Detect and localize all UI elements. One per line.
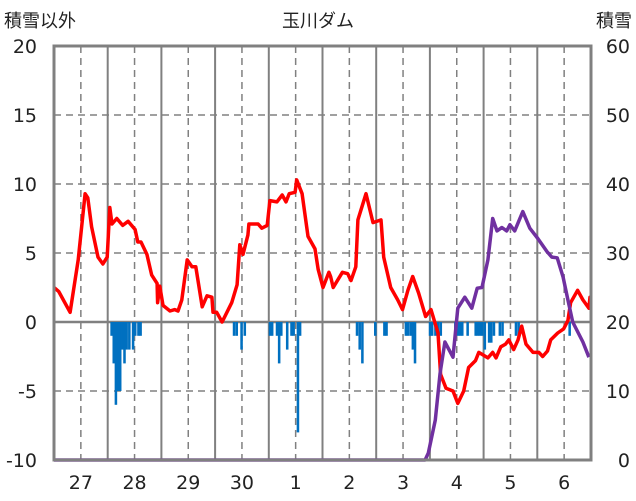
plot-frame xyxy=(52,44,593,462)
precipitation-bar xyxy=(131,322,135,350)
series-lines xyxy=(52,178,592,462)
precipitation-bar xyxy=(240,322,243,350)
precipitation-bar xyxy=(430,322,434,336)
y-tick-left: 15 xyxy=(13,105,37,127)
x-tick-label: 30 xyxy=(230,472,254,494)
precipitation-bar xyxy=(413,322,417,364)
precipitation-bar xyxy=(404,322,408,336)
snow_depth-line xyxy=(54,209,591,462)
precipitation-bar xyxy=(498,322,502,336)
precipitation-bar xyxy=(568,322,571,336)
precipitation-bar xyxy=(428,322,432,336)
x-tick-label: 3 xyxy=(397,472,409,494)
precipitation-bar xyxy=(116,322,120,391)
precipitation-bar xyxy=(268,322,272,336)
precipitation-bar xyxy=(139,322,142,336)
precipitation-bar xyxy=(112,322,116,364)
precipitation-bar xyxy=(125,322,128,350)
y-tick-left: -10 xyxy=(6,450,37,472)
precipitation-bar xyxy=(232,322,236,336)
precipitation-bar xyxy=(358,322,361,350)
precipitation-bar xyxy=(458,322,462,336)
precipitation-bar xyxy=(487,322,491,343)
y-tick-right: 50 xyxy=(606,105,630,127)
precipitation-bar xyxy=(476,322,480,336)
precipitation-bar xyxy=(114,322,118,405)
y-tick-left: 10 xyxy=(13,174,37,196)
precipitation-bar xyxy=(292,322,295,336)
precipitation-bar xyxy=(123,322,126,364)
precipitation-bar xyxy=(355,322,359,336)
x-tick-label: 28 xyxy=(122,472,146,494)
precipitation-bar xyxy=(456,322,460,336)
x-tick-label: 4 xyxy=(451,472,463,494)
x-tick-label: 1 xyxy=(290,472,302,494)
precipitation-bar xyxy=(128,322,131,350)
x-tick-label: 5 xyxy=(504,472,516,494)
y-tick-left: -5 xyxy=(18,381,37,403)
precipitation-bar xyxy=(243,322,247,336)
precipitation-bar xyxy=(121,322,124,350)
temperature-line xyxy=(52,178,592,406)
precipitation-bar xyxy=(285,322,289,350)
precipitation-bar xyxy=(133,322,137,336)
precipitation-bar xyxy=(492,322,496,336)
y-tick-right: 0 xyxy=(618,450,630,472)
left-axis-title: 積雪以外 xyxy=(4,11,76,32)
precipitation-bar xyxy=(110,322,113,336)
chart-title: 玉川ダム xyxy=(282,11,354,32)
precipitation-bar xyxy=(280,322,283,336)
precipitation-bar xyxy=(118,322,122,391)
precipitation-bar xyxy=(489,322,493,343)
precipitation-bar xyxy=(439,322,443,336)
precipitation-bar xyxy=(409,322,412,336)
precipitation-bar xyxy=(296,322,300,433)
y-tick-right: 30 xyxy=(606,243,630,265)
x-tick-label: 27 xyxy=(69,472,93,494)
precipitation-bar xyxy=(385,322,388,336)
precipitation-bar xyxy=(461,322,464,336)
precipitation-bar xyxy=(466,322,469,336)
precipitation-bar xyxy=(517,322,520,336)
precipitation-bar xyxy=(290,322,293,336)
precipitation-bar xyxy=(137,322,140,336)
precipitation-bar xyxy=(235,322,238,336)
y-axis-left-ticks: 20 15 10 5 0 -5 -10 xyxy=(6,36,37,472)
y-axis-right-ticks: 60 50 40 30 20 10 0 xyxy=(606,36,630,472)
precipitation-bar xyxy=(483,322,487,350)
y-tick-left: 20 xyxy=(13,36,37,58)
precipitation-bar xyxy=(514,322,518,336)
precipitation-bar xyxy=(406,322,410,336)
y-tick-right: 10 xyxy=(606,381,630,403)
precipitation-bar xyxy=(501,322,504,336)
y-tick-right: 60 xyxy=(606,36,630,58)
precipitation-bars xyxy=(110,322,571,433)
x-tick-label: 2 xyxy=(343,472,355,494)
y-tick-left: 0 xyxy=(25,312,37,334)
precipitation-bar xyxy=(383,322,386,336)
precipitation-bar xyxy=(270,322,274,336)
y-tick-left: 5 xyxy=(25,243,37,265)
precipitation-bar xyxy=(474,322,477,336)
precipitation-bar xyxy=(275,322,279,336)
precipitation-bar xyxy=(478,322,482,336)
y-tick-right: 40 xyxy=(606,174,630,196)
right-axis-title: 積雪 xyxy=(596,11,632,32)
y-tick-right: 20 xyxy=(606,312,630,334)
grid xyxy=(54,46,591,460)
precipitation-bar xyxy=(277,322,281,364)
x-tick-label: 29 xyxy=(176,472,200,494)
precipitation-bar xyxy=(374,322,377,336)
x-tick-label: 6 xyxy=(558,472,570,494)
precipitation-bar xyxy=(298,322,302,336)
precipitation-bar xyxy=(480,322,484,336)
x-axis-ticks: 27 28 29 30 1 2 3 4 5 6 xyxy=(69,472,570,494)
precipitation-bar xyxy=(361,322,364,364)
precipitation-bar xyxy=(411,322,415,350)
